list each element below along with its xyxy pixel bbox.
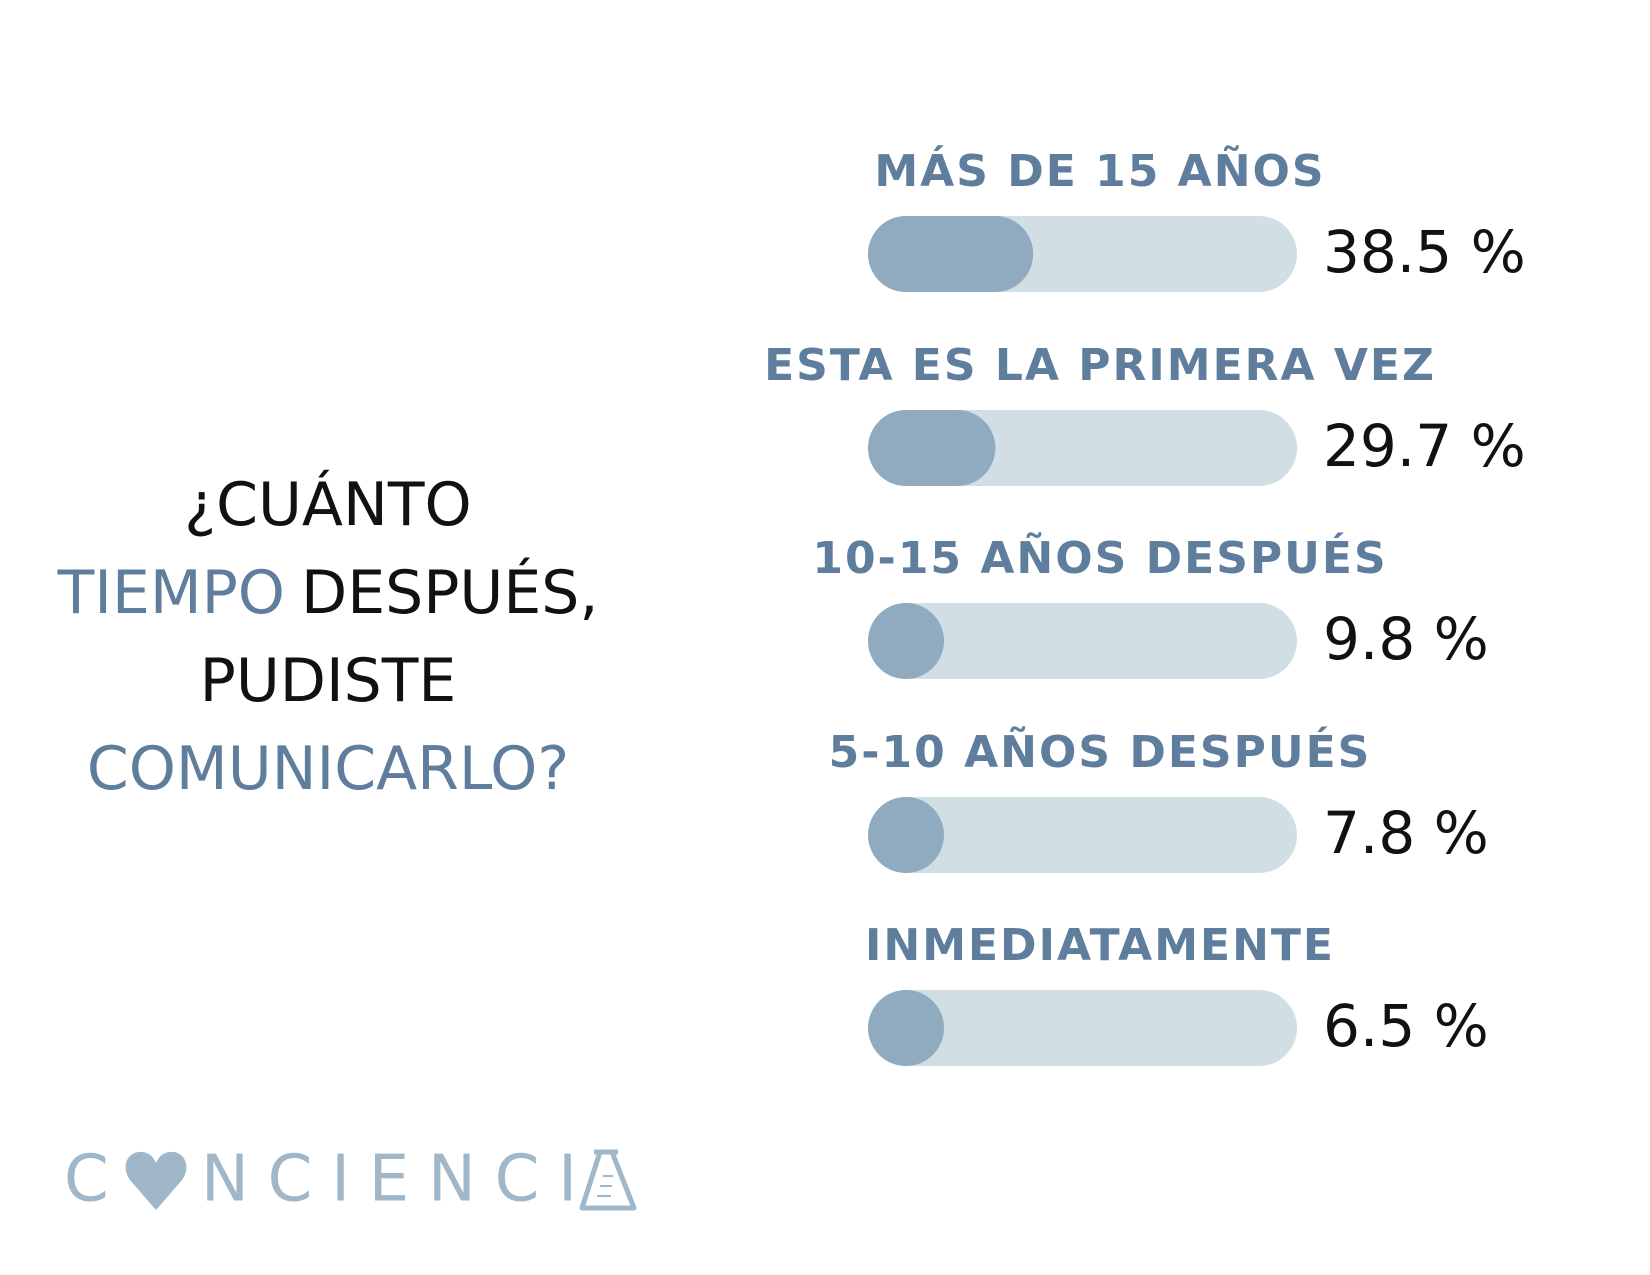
bar-track bbox=[868, 603, 1297, 679]
title-line: ¿CUÁNTO bbox=[184, 469, 471, 540]
value-label: 29.7 % bbox=[1323, 412, 1526, 480]
category-label: MÁS DE 15 AÑOS bbox=[874, 144, 1325, 197]
title-part: COMUNICARLO? bbox=[87, 734, 569, 804]
bar bbox=[868, 990, 944, 1066]
bar-track bbox=[868, 797, 1297, 873]
value-label: 38.5 % bbox=[1323, 218, 1526, 286]
title-part: DESPUÉS, bbox=[301, 556, 598, 628]
logo-text: C bbox=[64, 1143, 109, 1217]
bar bbox=[868, 216, 1034, 292]
title-part: ¿CUÁNTO bbox=[184, 469, 471, 540]
bar bbox=[868, 797, 944, 873]
title-line: COMUNICARLO? bbox=[87, 734, 569, 804]
title-part: TIEMPO bbox=[57, 558, 285, 628]
logo-flask-marks bbox=[597, 1175, 613, 1197]
logo-heart bbox=[125, 1151, 187, 1210]
category-label: INMEDIATAMENTE bbox=[865, 920, 1335, 971]
value-label: 9.8 % bbox=[1323, 605, 1489, 673]
title-line: TIEMPO DESPUÉS, bbox=[57, 556, 599, 628]
logo-flask bbox=[579, 1149, 637, 1211]
value-label: 6.5 % bbox=[1323, 992, 1489, 1060]
category-label: 10-15 AÑOS DESPUÉS bbox=[812, 531, 1387, 584]
bar bbox=[868, 603, 944, 679]
value-label: 7.8 % bbox=[1323, 799, 1489, 867]
category-label: ESTA ES LA PRIMERA VEZ bbox=[764, 340, 1436, 391]
bar-track bbox=[868, 990, 1297, 1066]
bar bbox=[868, 410, 996, 486]
category-label: 5-10 AÑOS DESPUÉS bbox=[829, 725, 1372, 778]
title-part: PUDISTE bbox=[200, 646, 457, 716]
title-line: PUDISTE bbox=[200, 646, 457, 716]
